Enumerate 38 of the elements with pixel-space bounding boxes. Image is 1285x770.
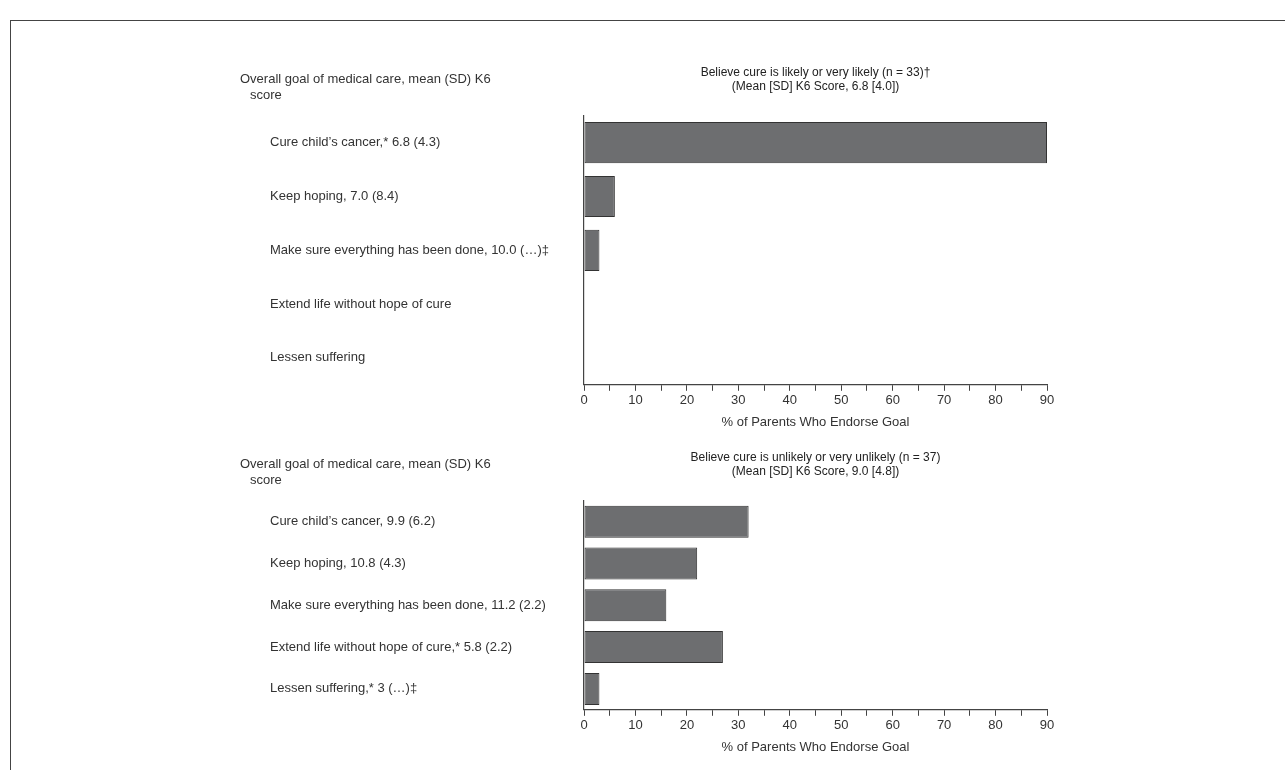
y-tick-label: Make sure everything has been done, 10.0 (…)‡ xyxy=(270,241,549,257)
y-tick-label: Make sure everything has been done, 11.2 (2.2) xyxy=(270,596,546,612)
chart-title: Believe cure is likely or very likely (n = 33)† xyxy=(700,64,931,79)
x-axis-title: % of Parents Who Endorse Goal xyxy=(721,413,910,429)
x-tick-label: 80 xyxy=(988,717,1003,733)
x-tick-label: 50 xyxy=(833,717,849,733)
x-tick-label: 40 xyxy=(782,392,798,408)
x-tick-label: 0 xyxy=(580,717,588,733)
chart-subtitle: (Mean [SD] K6 Score, 9.0 [4.8]) xyxy=(731,463,900,478)
x-axis-title: % of Parents Who Endorse Goal xyxy=(721,738,910,754)
x-tick-label: 10 xyxy=(628,717,643,733)
x-tick-label: 90 xyxy=(1039,392,1055,408)
chart-title: Believe cure is unlikely or very unlikely (n = 37) xyxy=(690,449,941,464)
x-tick-label: 30 xyxy=(731,392,746,408)
x-tick-label: 40 xyxy=(782,717,798,733)
x-tick-label: 80 xyxy=(988,392,1003,408)
chart-subtitle: (Mean [SD] K6 Score, 6.8 [4.0]) xyxy=(731,78,900,93)
x-tick-label: 20 xyxy=(679,392,695,408)
x-tick-label: 30 xyxy=(731,717,746,733)
y-axis-title: Overall goal of medical care, mean (SD) K6 score xyxy=(240,71,492,103)
x-tick-label: 60 xyxy=(885,392,900,408)
x-tick-label: 20 xyxy=(679,717,695,733)
y-tick-label: Extend life without hope of cure,* 5.8 (2.2) xyxy=(270,638,513,654)
x-tick-label: 70 xyxy=(936,717,952,733)
y-tick-label: Cure child’s cancer, 9.9 (6.2) xyxy=(270,513,436,529)
y-tick-label: Keep hoping, 7.0 (8.4) xyxy=(270,188,399,204)
y-tick-label: Keep hoping, 10.8 (4.3) xyxy=(270,555,406,571)
y-tick-label: Lessen suffering xyxy=(270,349,366,365)
x-tick-label: 50 xyxy=(833,392,849,408)
y-tick-label: Lessen suffering,* 3 (…)‡ xyxy=(270,680,418,696)
x-tick-label: 60 xyxy=(885,717,900,733)
x-tick-label: 70 xyxy=(936,392,952,408)
x-tick-label: 90 xyxy=(1039,717,1055,733)
y-axis-title: Overall goal of medical care, mean (SD) K6 score xyxy=(240,456,492,488)
y-tick-label: Cure child’s cancer,* 6.8 (4.3) xyxy=(270,134,441,150)
x-tick-label: 10 xyxy=(628,392,643,408)
x-tick-label: 0 xyxy=(580,392,588,408)
y-tick-label: Extend life without hope of cure xyxy=(270,295,452,311)
